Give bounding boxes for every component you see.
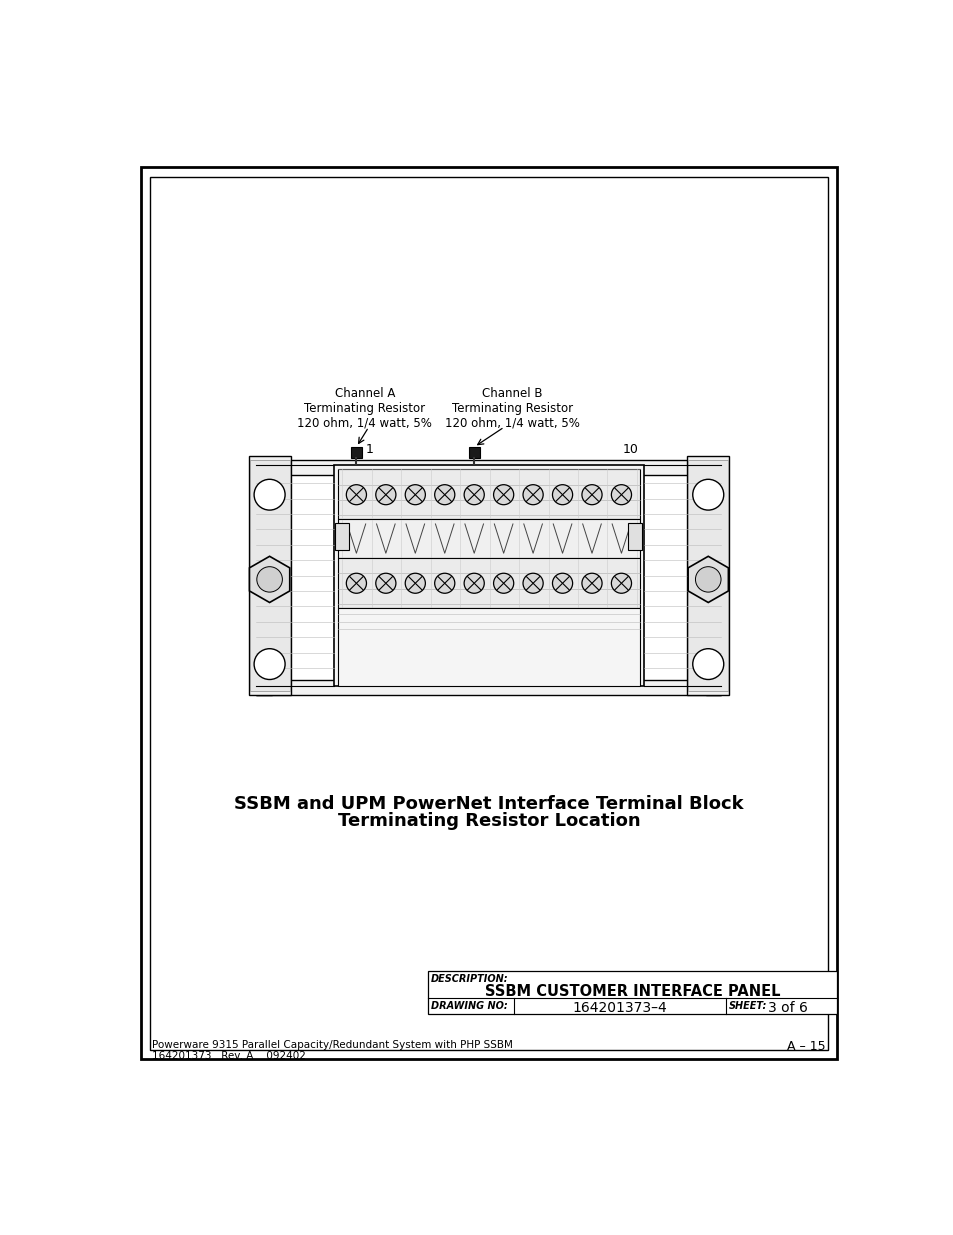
Bar bbox=[334, 466, 643, 685]
Text: A – 15: A – 15 bbox=[786, 1040, 825, 1053]
Bar bbox=[427, 971, 836, 1014]
Bar bbox=[337, 608, 639, 685]
Circle shape bbox=[493, 573, 513, 593]
Circle shape bbox=[435, 573, 455, 593]
Bar bbox=[687, 461, 727, 692]
Circle shape bbox=[695, 567, 720, 592]
Circle shape bbox=[692, 648, 723, 679]
Circle shape bbox=[405, 484, 425, 505]
Circle shape bbox=[253, 648, 285, 679]
Text: Powerware 9315 Parallel Capacity/Redundant System with PHP SSBM
164201373   Rev.: Powerware 9315 Parallel Capacity/Redunda… bbox=[152, 1040, 512, 1061]
Text: 3 of 6: 3 of 6 bbox=[767, 1002, 807, 1015]
Circle shape bbox=[346, 573, 366, 593]
Polygon shape bbox=[249, 556, 290, 603]
Text: DESCRIPTION:: DESCRIPTION: bbox=[431, 973, 508, 983]
Text: 1: 1 bbox=[365, 443, 374, 456]
Circle shape bbox=[253, 479, 285, 510]
Bar bbox=[256, 679, 720, 695]
Circle shape bbox=[464, 573, 484, 593]
Circle shape bbox=[552, 484, 572, 505]
Circle shape bbox=[581, 484, 601, 505]
Circle shape bbox=[346, 484, 366, 505]
Bar bbox=[249, 456, 291, 695]
Text: 164201373–4: 164201373–4 bbox=[573, 1002, 667, 1015]
Polygon shape bbox=[687, 556, 728, 603]
Bar bbox=[686, 456, 728, 695]
Bar bbox=[337, 520, 639, 558]
Circle shape bbox=[375, 573, 395, 593]
Bar bbox=[337, 469, 639, 520]
Circle shape bbox=[405, 573, 425, 593]
Text: SSBM CUSTOMER INTERFACE PANEL: SSBM CUSTOMER INTERFACE PANEL bbox=[484, 983, 780, 999]
Circle shape bbox=[611, 573, 631, 593]
Bar bbox=[468, 447, 479, 458]
Circle shape bbox=[435, 484, 455, 505]
Circle shape bbox=[256, 567, 282, 592]
Text: DRAWING NO:: DRAWING NO: bbox=[431, 1000, 507, 1010]
Text: SHEET:: SHEET: bbox=[728, 1000, 767, 1010]
Bar bbox=[256, 461, 720, 475]
Bar bbox=[335, 524, 349, 550]
Text: 10: 10 bbox=[622, 443, 639, 456]
Bar bbox=[250, 461, 290, 692]
Circle shape bbox=[581, 573, 601, 593]
Text: Channel A
Terminating Resistor
120 ohm, 1/4 watt, 5%: Channel A Terminating Resistor 120 ohm, … bbox=[297, 387, 432, 430]
Bar bbox=[337, 558, 639, 608]
Circle shape bbox=[493, 484, 513, 505]
Bar bbox=[351, 447, 361, 458]
Circle shape bbox=[522, 484, 542, 505]
Bar bbox=[628, 524, 641, 550]
Circle shape bbox=[522, 573, 542, 593]
Text: Terminating Resistor Location: Terminating Resistor Location bbox=[337, 811, 639, 830]
Bar bbox=[705, 461, 720, 695]
Circle shape bbox=[692, 479, 723, 510]
Circle shape bbox=[375, 484, 395, 505]
Bar bbox=[256, 461, 272, 695]
Circle shape bbox=[464, 484, 484, 505]
Circle shape bbox=[552, 573, 572, 593]
Text: SSBM and UPM PowerNet Interface Terminal Block: SSBM and UPM PowerNet Interface Terminal… bbox=[233, 795, 743, 813]
Circle shape bbox=[611, 484, 631, 505]
Text: Channel B
Terminating Resistor
120 ohm, 1/4 watt, 5%: Channel B Terminating Resistor 120 ohm, … bbox=[444, 387, 579, 430]
